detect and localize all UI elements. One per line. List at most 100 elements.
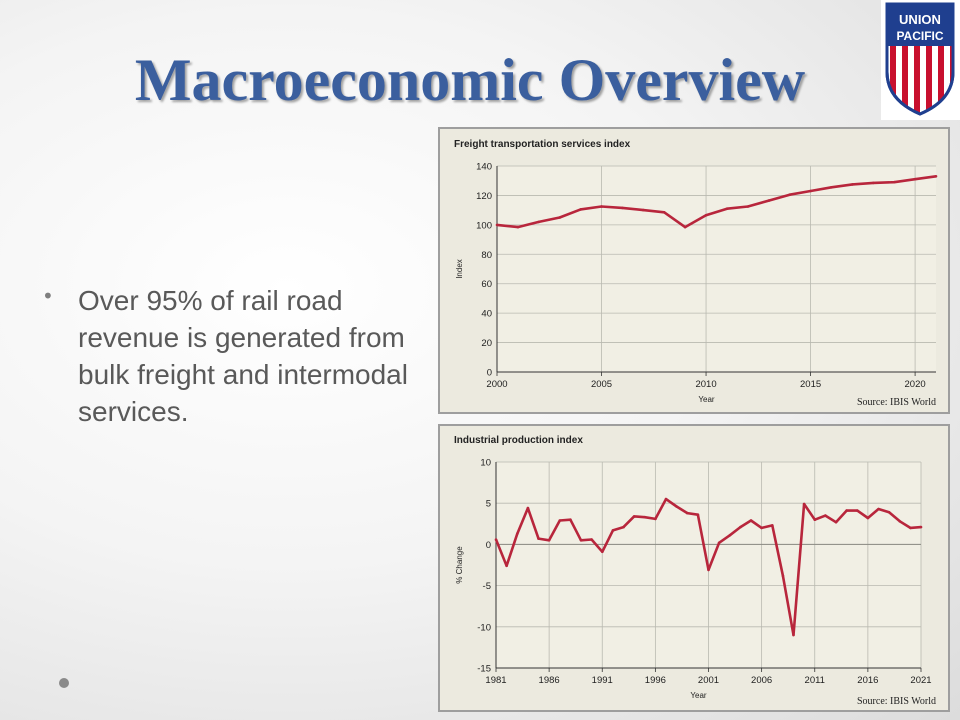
data-point <box>662 211 666 214</box>
data-point <box>622 525 625 529</box>
data-point <box>547 539 551 542</box>
data-point <box>898 520 902 523</box>
source-label: Source: IBIS World <box>857 397 936 408</box>
data-point <box>771 524 774 527</box>
data-point <box>579 208 582 211</box>
x-tick-label: 2015 <box>800 379 821 390</box>
shield-icon: UNION PACIFIC <box>885 2 955 116</box>
data-point <box>760 526 763 530</box>
industrial-production-chart: Industrial production index -15 -10 -5 0 5 10 1… <box>438 424 950 712</box>
data-point <box>845 509 848 512</box>
data-point <box>494 538 498 541</box>
y-tick-label: -5 <box>483 581 491 592</box>
y-axis-label: % Change <box>455 546 464 584</box>
logo-text-union: UNION <box>899 12 941 27</box>
y-tick-label: 140 <box>476 162 492 173</box>
data-point <box>887 511 891 514</box>
plot-area <box>497 166 936 372</box>
x-tick-label: 1981 <box>485 675 506 686</box>
y-tick-label: 80 <box>481 250 492 261</box>
data-point <box>569 518 572 521</box>
data-point <box>746 205 750 208</box>
data-point <box>601 550 604 554</box>
data-point <box>788 193 791 196</box>
x-axis-label: Year <box>698 395 715 404</box>
chart-title: Industrial production index <box>454 435 583 446</box>
data-point <box>830 186 833 189</box>
data-point <box>495 223 499 227</box>
x-tick-label: 2001 <box>698 675 719 686</box>
bullet-marker: • <box>42 284 54 308</box>
slide-title: Macroeconomic Overview <box>134 47 806 113</box>
union-pacific-logo: UNION PACIFIC <box>881 0 960 120</box>
x-tick-label: 1986 <box>539 675 560 686</box>
y-tick-label: 10 <box>480 458 491 469</box>
data-point <box>767 199 771 202</box>
y-axis-label: Index <box>455 259 464 279</box>
data-point <box>856 509 859 512</box>
y-tick-label: 5 <box>486 499 491 510</box>
data-point <box>526 506 530 510</box>
x-tick-label: 1996 <box>645 675 666 686</box>
data-point <box>913 177 917 181</box>
bullet-text: Over 95% of rail road revenue is generat… <box>78 285 408 427</box>
data-point <box>505 564 508 568</box>
x-tick-label: 2006 <box>751 675 772 686</box>
data-point <box>877 507 880 511</box>
data-point <box>892 180 896 184</box>
freight-index-chart: Freight transportation services index 0 20… <box>438 127 950 414</box>
data-point <box>717 541 721 545</box>
data-point <box>558 519 562 522</box>
data-point <box>704 214 708 217</box>
y-tick-label: 0 <box>486 540 491 551</box>
data-point <box>632 515 636 518</box>
x-tick-label: 2005 <box>591 379 612 390</box>
x-tick-label: 1991 <box>592 675 613 686</box>
data-point <box>824 514 827 517</box>
y-tick-label: 120 <box>476 191 492 202</box>
data-point <box>781 574 785 577</box>
freight-index-chart-svg: Freight transportation services index020… <box>454 139 938 408</box>
source-label: Source: IBIS World <box>857 696 936 707</box>
x-tick-label: 2011 <box>805 675 825 686</box>
footer-dot <box>59 678 69 688</box>
y-tick-label: -10 <box>477 622 491 633</box>
y-tick-label: 20 <box>481 338 492 349</box>
data-point <box>643 515 647 519</box>
y-tick-label: -15 <box>477 664 491 675</box>
data-point <box>516 532 519 535</box>
data-point <box>919 525 923 529</box>
data-point <box>537 220 541 224</box>
data-point <box>728 534 732 537</box>
data-point <box>654 517 657 521</box>
data-point <box>909 526 912 530</box>
data-point <box>537 537 540 540</box>
data-point <box>851 183 854 186</box>
logo-text-pacific: PACIFIC <box>896 29 943 43</box>
data-point <box>675 505 678 508</box>
industrial-production-chart-svg: Industrial production index -15 -10 -5 0 5 10 1… <box>454 435 936 707</box>
data-point <box>792 633 795 637</box>
data-point <box>872 181 875 185</box>
x-tick-label: 2021 <box>910 675 931 686</box>
data-point <box>749 519 753 522</box>
data-point <box>516 225 520 229</box>
data-point <box>558 216 561 219</box>
x-tick-label: 2000 <box>486 379 507 390</box>
x-axis-label: Year <box>690 691 707 700</box>
data-point <box>642 208 645 212</box>
data-point <box>707 568 710 572</box>
data-point <box>809 189 812 193</box>
data-point <box>611 529 615 532</box>
series-line <box>496 175 937 229</box>
data-point <box>683 225 687 229</box>
data-point <box>590 538 593 541</box>
x-tick-label: 2016 <box>857 675 878 686</box>
data-point <box>579 539 583 542</box>
data-point <box>802 502 806 506</box>
data-point <box>621 206 624 210</box>
y-tick-label: 40 <box>481 309 492 320</box>
data-point <box>739 525 742 529</box>
data-point <box>725 207 729 210</box>
data-point <box>600 205 603 208</box>
